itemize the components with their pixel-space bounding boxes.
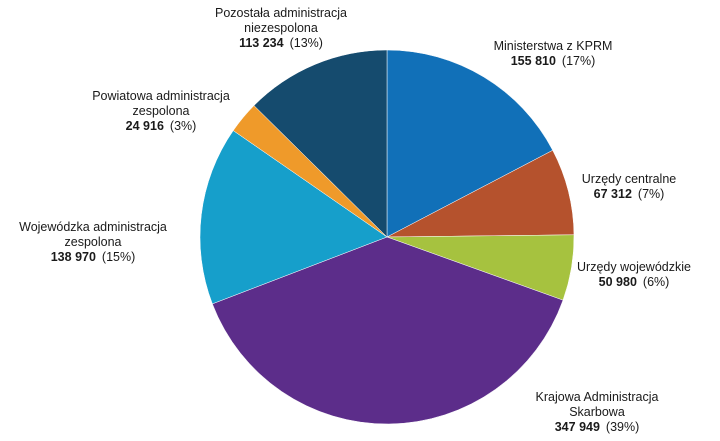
slice-value: 138 970 <box>51 250 96 264</box>
slice-value: 347 949 <box>555 420 600 434</box>
slice-label-ministerstwa-z-kprm: Ministerstwa z KPRM 155 810 (17%) <box>494 39 613 68</box>
slice-label-text: Pozostała administracja <box>215 6 347 20</box>
slice-label-text: Urzędy wojewódzkie <box>577 260 691 274</box>
slice-label-urzedy-wojewodzkie: Urzędy wojewódzkie 50 980 (6%) <box>577 260 691 289</box>
slice-label-urzedy-centralne: Urzędy centralne 67 312 (7%) <box>582 172 677 201</box>
slice-percent: (13%) <box>290 36 323 50</box>
slice-value: 67 312 <box>594 187 632 201</box>
slice-percent: (15%) <box>102 250 135 264</box>
pie-slices <box>199 49 575 425</box>
slice-value: 113 234 <box>239 36 284 50</box>
slice-percent: (3%) <box>170 119 196 133</box>
slice-percent: (6%) <box>643 275 669 289</box>
slice-percent: (7%) <box>638 187 664 201</box>
slice-percent: (39%) <box>606 420 639 434</box>
slice-label-text: Skarbowa <box>569 405 625 419</box>
slice-label-powiatowa-administracja-zespolona: Powiatowa administracja zespolona 24 916 (3… <box>92 89 230 133</box>
pie-slice-krajowa-administracja-skarbowa <box>212 236 564 425</box>
pie-slice-pozostala-administracja-niezespolona <box>253 49 388 238</box>
slice-label-text: Ministerstwa z KPRM <box>494 39 613 53</box>
slice-value: 50 980 <box>599 275 637 289</box>
slice-percent: (17%) <box>562 54 595 68</box>
pie-labels: Ministerstwa z KPRM 155 810 (17%) Urzędy ce… <box>19 6 691 434</box>
slice-value: 155 810 <box>511 54 556 68</box>
slice-value: 24 916 <box>126 119 164 133</box>
slice-label-text: zespolona <box>65 235 122 249</box>
slice-label-pozostala-administracja-niezespolona: Pozostała administracja niezespolona 113 2… <box>215 6 347 50</box>
pie-slice-wojewodzka-administracja-zespolona <box>199 130 388 305</box>
slice-label-text: zespolona <box>133 104 190 118</box>
slice-label-krajowa-administracja-skarbowa: Krajowa Administracja Skarbowa 347 949 (39%… <box>536 390 659 434</box>
pie-slice-ministerstwa-z-kprm <box>386 49 554 238</box>
slice-label-text: Wojewódzka administracja <box>19 220 167 234</box>
slice-label-text: Krajowa Administracja <box>536 390 659 404</box>
slice-label-text: Urzędy centralne <box>582 172 677 186</box>
slice-label-text: niezespolona <box>244 21 318 35</box>
slice-label-wojewodzka-administracja-zespolona: Wojewódzka administracja zespolona 138 970… <box>19 220 167 264</box>
slice-label-text: Powiatowa administracja <box>92 89 230 103</box>
